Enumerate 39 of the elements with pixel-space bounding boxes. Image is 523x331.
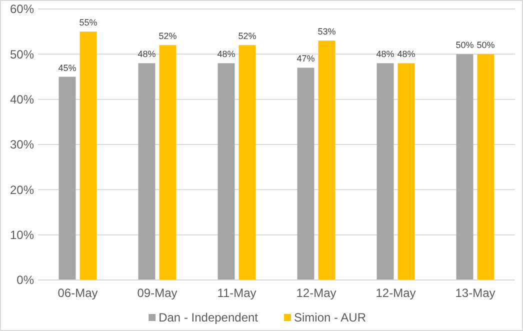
- x-tick-label: 06-May: [58, 286, 98, 300]
- data-label: 48%: [217, 49, 236, 60]
- bar: [58, 76, 76, 280]
- data-label: 48%: [376, 49, 394, 60]
- bar: [238, 45, 256, 280]
- data-label: 47%: [296, 54, 315, 64]
- bar: [318, 40, 336, 280]
- x-tick-label: 13-May: [455, 286, 496, 300]
- y-tick-label: 40%: [10, 92, 34, 107]
- y-tick-label: 50%: [10, 47, 34, 62]
- data-label: 53%: [318, 26, 336, 37]
- bar: [297, 68, 314, 280]
- y-tick-label: 20%: [10, 182, 34, 197]
- data-label: 48%: [138, 49, 156, 60]
- legend-label: Simion - AUR: [294, 310, 366, 325]
- y-tick-label: 30%: [10, 138, 34, 152]
- x-tick-label: 11-May: [217, 286, 256, 300]
- bar: [138, 63, 156, 280]
- legend-label: Dan - Independent: [158, 310, 259, 325]
- data-label: 55%: [79, 18, 98, 28]
- bar: [398, 63, 415, 280]
- bar: [218, 63, 235, 280]
- x-tick-label: 12-May: [296, 286, 336, 300]
- data-label: 50%: [456, 40, 474, 50]
- data-label: 52%: [238, 31, 256, 42]
- bar: [456, 54, 474, 280]
- data-label: 50%: [476, 40, 495, 50]
- x-tick-label: 12-May: [376, 286, 416, 300]
- bar: [159, 45, 176, 280]
- y-tick-label: 60%: [10, 2, 34, 16]
- data-label: 48%: [397, 49, 416, 60]
- bar: [376, 63, 394, 280]
- y-tick-label: 10%: [10, 228, 34, 242]
- bar: [477, 54, 494, 280]
- data-label: 52%: [158, 31, 177, 42]
- y-tick-label: 0%: [16, 273, 34, 288]
- data-label: 45%: [58, 62, 76, 73]
- x-tick-label: 09-May: [137, 286, 178, 300]
- bar: [80, 32, 97, 280]
